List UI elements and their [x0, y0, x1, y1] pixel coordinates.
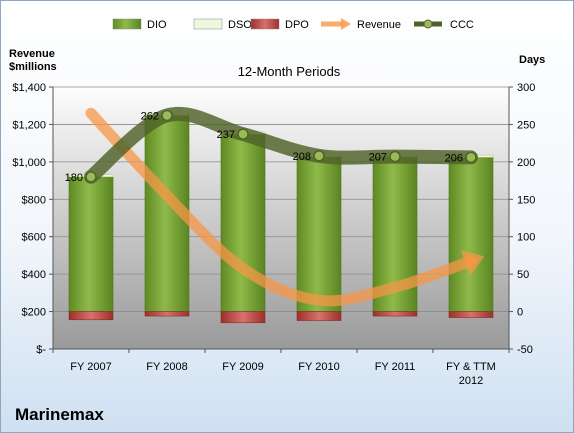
left-tick-label: $600	[22, 232, 46, 244]
dio-bar	[448, 157, 494, 312]
legend-label-dso: DSO	[228, 19, 252, 31]
dpo-bar	[220, 311, 266, 324]
legend-swatch-dso	[193, 18, 223, 30]
left-tick-label: $1,200	[12, 119, 46, 131]
left-tick-label: $1,000	[12, 157, 46, 169]
right-tick-label: 100	[517, 232, 535, 244]
chart-title: 12-Month Periods	[238, 64, 341, 79]
dio-bar	[68, 176, 114, 312]
legend-label-revenue: Revenue	[357, 19, 401, 31]
right-tick-label: 300	[517, 82, 535, 94]
ccc-point	[237, 128, 249, 140]
dio-bar	[296, 156, 342, 312]
legend-swatch-dio	[112, 18, 142, 30]
revenue-arrowhead	[460, 249, 485, 277]
ccc-data-label: 262	[141, 110, 159, 122]
dpo-bar	[144, 311, 190, 317]
ccc-data-label: 237	[217, 129, 235, 141]
ccc-point	[389, 150, 401, 163]
ccc-point	[465, 151, 477, 164]
legend-label-dio: DIO	[147, 19, 167, 31]
company-name: Marinemax	[15, 405, 104, 424]
ccc-data-label: 206	[445, 152, 463, 164]
left-axis-label-line1: Revenue	[9, 48, 55, 60]
x-tick-label: FY & TTM	[446, 361, 496, 373]
ccc-point	[85, 171, 97, 183]
x-tick-label: 2012	[459, 375, 483, 387]
ccc-point	[313, 150, 325, 162]
legend-label-dpo: DPO	[285, 19, 309, 31]
legend-label-ccc: CCC	[450, 19, 474, 31]
left-tick-label: $200	[22, 307, 46, 319]
revenue-series	[85, 107, 485, 307]
dpo-bar	[68, 311, 114, 321]
ccc-data-label: 180	[65, 172, 83, 184]
right-tick-label: 250	[517, 119, 535, 131]
left-tick-label: $400	[22, 269, 46, 281]
x-tick-label: FY 2009	[222, 361, 263, 373]
ccc-data-label: 207	[369, 152, 387, 164]
dpo-bar	[448, 311, 494, 318]
dio-bar	[220, 133, 266, 312]
right-axis-label: Days	[519, 54, 545, 66]
ccc-point	[161, 109, 173, 122]
plot-area	[53, 87, 509, 349]
legend-arrowhead-revenue	[341, 18, 351, 30]
dpo-bar	[296, 311, 342, 321]
dpo-bar	[372, 311, 418, 317]
right-tick-label: 150	[517, 194, 535, 206]
right-tick-label: -50	[517, 344, 533, 356]
left-tick-label: $-	[36, 344, 46, 356]
x-tick-label: FY 2007	[70, 361, 111, 373]
right-tick-label: 50	[517, 269, 529, 281]
left-tick-label: $800	[22, 194, 46, 206]
left-tick-label: $1,400	[12, 82, 46, 94]
right-tick-label: 200	[517, 157, 535, 169]
x-tick-label: FY 2008	[146, 361, 187, 373]
ccc-series: 180 262 237 208 207 206	[65, 107, 478, 184]
chart-legend: DIO DSO DPO Revenue CCC	[112, 18, 474, 31]
axes: $- $200 $400 $600 $800 $1,000 $1,200 $1,400 -50 0…	[12, 82, 535, 387]
x-tick-label: FY 2011	[375, 361, 416, 373]
legend-point-ccc	[423, 19, 433, 29]
revenue-line	[85, 107, 477, 307]
left-axis-label-line2: $millions	[9, 61, 57, 73]
bars	[68, 112, 494, 324]
right-tick-label: 0	[517, 307, 523, 319]
x-tick-label: FY 2010	[298, 361, 339, 373]
legend-swatch-dpo	[250, 18, 280, 30]
ccc-data-label: 208	[293, 151, 311, 163]
